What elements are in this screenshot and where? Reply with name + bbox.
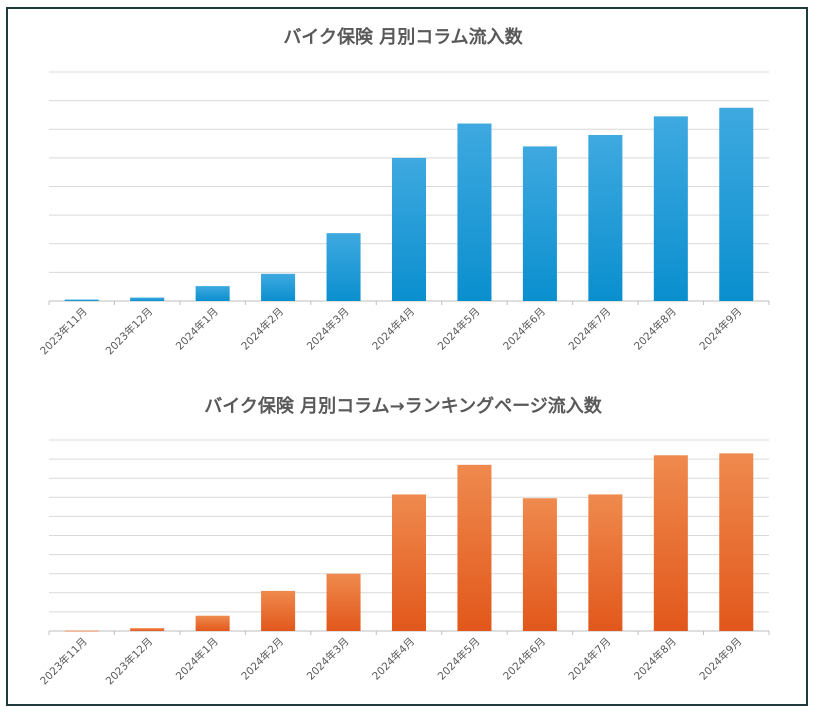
bar [588,134,623,301]
bar [391,157,427,301]
x-tick-label: 2024年4月 [369,635,417,683]
bar [195,615,230,631]
bar [130,628,165,631]
x-tick-label: 2024年9月 [697,635,745,683]
bar [130,297,165,301]
bar [457,464,492,631]
bar [588,494,623,631]
x-tick-labels: 2023年11月 2023年12月 2024年1月 2024年2月 2024年3月 202… [37,635,744,687]
bar [719,107,754,301]
x-tick-label: 2024年2月 [239,305,287,353]
x-tick-label: 2024年6月 [500,635,548,683]
x-tick-label: 2024年9月 [697,305,745,353]
bar [64,299,99,301]
bar [261,273,296,301]
x-tick-label: 2024年2月 [239,635,287,683]
bar [195,286,230,301]
x-tick-label: 2024年5月 [435,305,483,353]
bar [261,590,296,631]
x-tick-label: 2023年12月 [103,635,155,687]
bar [326,233,361,301]
x-tick-label: 2024年1月 [173,635,221,683]
bar [522,146,557,301]
x-tick-label: 2024年6月 [500,305,548,353]
x-tick-label: 2023年11月 [37,305,89,357]
x-tick-label: 2024年8月 [631,635,679,683]
bar [391,494,427,631]
bar [653,455,688,631]
bar [457,123,492,302]
x-tick-label: 2024年8月 [631,305,679,353]
column-traffic-chart: バイク保険 月別コラム流入数 2023年11月 2023年12月 2024年1月 20… [37,26,770,357]
bars [64,453,754,632]
x-tick-label: 2024年3月 [304,305,352,353]
x-tick-label: 2024年7月 [566,635,614,683]
ranking-page-traffic-chart: バイク保険 月別コラム→ランキングページ流入数 2023年11月 2023年12月… [37,395,770,687]
bars [64,107,754,302]
x-tick-label: 2024年3月 [304,635,352,683]
x-tick-label: 2024年4月 [369,305,417,353]
chart-title: バイク保険 月別コラム→ランキングページ流入数 [204,395,603,417]
bar [64,630,99,632]
x-tick-label: 2023年11月 [37,635,89,687]
chart-title: バイク保険 月別コラム流入数 [283,26,523,48]
bar [719,453,754,631]
x-tick-label: 2024年7月 [566,305,614,353]
x-tick-label: 2023年12月 [103,305,155,357]
bar [522,498,557,631]
x-tick-labels: 2023年11月 2023年12月 2024年1月 2024年2月 2024年3月 202… [37,305,744,357]
x-tick-label: 2024年1月 [173,305,221,353]
bar [653,116,688,302]
bar [326,573,361,631]
x-tick-label: 2024年5月 [435,635,483,683]
